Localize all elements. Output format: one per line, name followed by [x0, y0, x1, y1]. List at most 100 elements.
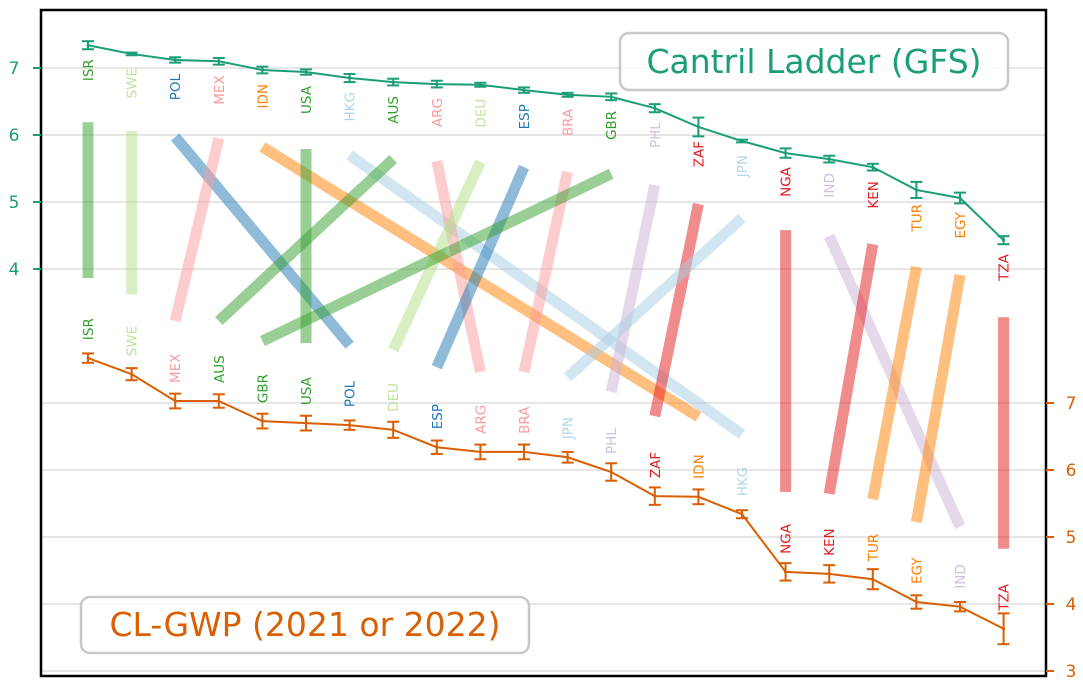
gwp-point	[566, 455, 570, 459]
gfs-point	[86, 43, 90, 47]
gfs-errorbar-egy	[954, 191, 966, 205]
gfs-point	[740, 139, 744, 143]
gwp-point	[696, 495, 700, 499]
gwp-point	[958, 605, 962, 609]
gfs-label-gbr: GBR	[604, 111, 620, 140]
gwp-point	[304, 421, 308, 425]
gwp-errorbar-nga	[779, 562, 792, 582]
gfs-point	[696, 125, 700, 129]
gwp-label-tur: TUR	[866, 534, 882, 563]
gwp-point	[914, 600, 918, 604]
gfs-errorbar-hkg	[343, 73, 356, 84]
gfs-label-ind: IND	[822, 173, 838, 197]
gwp-errorbar-mex	[169, 392, 182, 410]
gfs-label-arg: ARG	[430, 98, 446, 127]
gfs-point	[827, 157, 831, 161]
gfs-label-ken: KEN	[866, 181, 882, 208]
gwp-errorbar-aus	[212, 393, 225, 409]
gwp-errorbar-usa	[300, 414, 312, 432]
gwp-label-ken: KEN	[822, 528, 838, 555]
gwp-label-gbr: GBR	[255, 374, 271, 403]
gwp-label-ind: IND	[953, 564, 969, 588]
gfs-errorbar-gbr	[605, 92, 618, 102]
gwp-point	[391, 428, 395, 432]
gwp-errorbar-isr	[82, 352, 94, 364]
gfs-errorbar-zaf	[692, 116, 705, 138]
gfs-label-tur: TUR	[909, 204, 925, 233]
gfs-point	[173, 58, 177, 62]
gfs-label-esp: ESP	[517, 104, 533, 129]
gfs-label-aus: AUS	[386, 96, 402, 124]
gfs-point	[1002, 238, 1006, 242]
right-tick-label-5: 5	[1066, 528, 1077, 548]
gwp-label-zaf: ZAF	[648, 452, 664, 478]
gfs-errorbar-deu	[474, 81, 487, 88]
gfs-label-mex: MEX	[212, 75, 228, 104]
left-tick-label-4: 4	[9, 260, 20, 280]
gfs-errorbar-idn	[256, 65, 269, 75]
slope-line-esp	[431, 164, 530, 370]
gwp-point	[653, 494, 657, 498]
gwp-label-swe: SWE	[125, 326, 141, 356]
right-tick-label-3: 3	[1066, 662, 1077, 682]
left-tick-label-6: 6	[9, 126, 20, 146]
right-tick-label-4: 4	[1066, 595, 1077, 615]
gfs-errorbar-tza	[997, 235, 1010, 246]
gfs-point	[871, 165, 875, 169]
gwp-point	[173, 399, 177, 403]
gwp-label-usa: USA	[299, 376, 315, 405]
gfs-errorbar-nga	[779, 147, 792, 159]
gfs-errorbar-ind	[823, 154, 836, 164]
gfs-errorbar-tur	[910, 180, 923, 199]
gwp-point	[130, 372, 134, 376]
gfs-label-tza: TZA	[997, 253, 1013, 281]
gwp-errorbar-zaf	[648, 486, 661, 506]
slope-line-idn	[259, 142, 702, 422]
gfs-errorbar-swe	[125, 51, 138, 57]
gfs-point	[304, 70, 308, 74]
gfs-label-jpn: JPN	[735, 155, 751, 178]
slope-line-jpn	[563, 213, 746, 382]
gwp-title: CL-GWP (2021 or 2022)	[109, 605, 500, 644]
slope-line-phl	[605, 184, 661, 394]
gfs-errorbar-pol	[169, 56, 182, 64]
gwp-errorbar-esp	[430, 439, 443, 455]
slope-line-tur	[867, 265, 922, 501]
gwp-errorbar-tza	[997, 612, 1010, 646]
gwp-label-hkg: HKG	[735, 467, 751, 496]
gfs-point	[391, 80, 395, 84]
gwp-errorbar-gbr	[256, 412, 269, 430]
gwp-label-pol: POL	[343, 380, 359, 407]
gwp-label-egy: EGY	[909, 557, 925, 584]
gfs-point	[435, 82, 439, 86]
gwp-point	[1002, 627, 1006, 631]
gfs-label-pol: POL	[168, 73, 184, 100]
gwp-label-esp: ESP	[430, 404, 446, 429]
gwp-point	[871, 577, 875, 581]
right-tick-label-7: 7	[1066, 394, 1077, 414]
slope-line-bra	[518, 170, 573, 374]
gfs-errorbar-aus	[387, 77, 400, 87]
gwp-point	[260, 419, 264, 423]
gfs-label-isr: ISR	[81, 59, 97, 81]
gfs-point	[914, 188, 918, 192]
gfs-point	[958, 196, 962, 200]
gfs-point	[478, 83, 482, 87]
gwp-label-aus: AUS	[212, 355, 228, 383]
gwp-label-deu: DEU	[386, 383, 402, 412]
gfs-errorbar-esp	[518, 86, 530, 94]
slope-line-ken	[823, 243, 879, 495]
gwp-label-phl: PHL	[604, 428, 620, 454]
gwp-label-nga: NGA	[779, 523, 795, 554]
gwp-errorbar-bra	[518, 443, 530, 461]
gfs-errorbar-bra	[561, 91, 574, 98]
gfs-label-phl: PHL	[648, 122, 664, 148]
gwp-label-tza: TZA	[997, 583, 1013, 611]
gfs-label-usa: USA	[299, 85, 315, 114]
gfs-label-bra: BRA	[561, 108, 577, 136]
gwp-label-bra: BRA	[517, 406, 533, 434]
gwp-point	[217, 399, 221, 403]
gwp-point	[522, 450, 526, 454]
gwp-errorbar-ind	[954, 600, 966, 613]
